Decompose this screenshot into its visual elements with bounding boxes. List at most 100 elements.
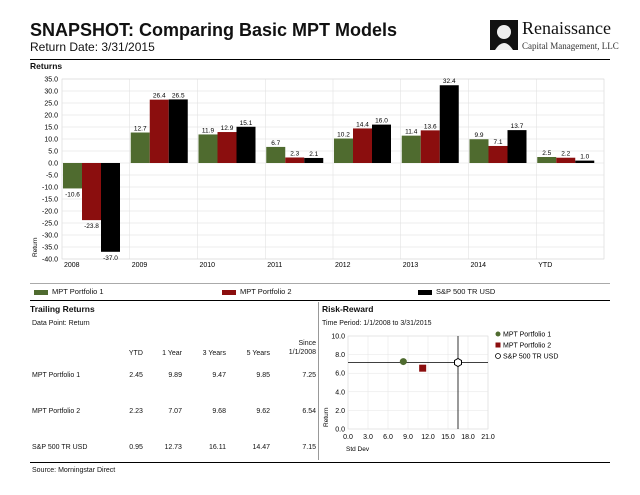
x-tick-label: YTD bbox=[538, 262, 552, 269]
data-label: -10.6 bbox=[65, 191, 80, 198]
legend-marker bbox=[495, 342, 501, 348]
trailing-data-point: Data Point: Return bbox=[32, 320, 90, 327]
data-label: 10.2 bbox=[337, 132, 350, 139]
bar bbox=[334, 138, 353, 163]
x-tick-label: 0.0 bbox=[343, 434, 353, 441]
page-title: SNAPSHOT: Comparing Basic MPT Models bbox=[30, 20, 398, 40]
bar bbox=[266, 146, 286, 163]
data-label: 2.1 bbox=[309, 151, 318, 158]
data-label: 26.5 bbox=[172, 92, 185, 99]
table-cell: 9.89 bbox=[168, 371, 182, 379]
data-label: 13.7 bbox=[511, 123, 524, 130]
bar bbox=[63, 163, 82, 189]
data-label: 15.1 bbox=[240, 120, 253, 127]
bar bbox=[149, 99, 169, 163]
bar bbox=[420, 130, 440, 163]
legend-label: MPT Portfolio 2 bbox=[503, 343, 551, 350]
y-tick-label: 5.0 bbox=[48, 149, 58, 156]
point bbox=[454, 357, 462, 368]
footer-rule bbox=[30, 462, 610, 463]
point bbox=[419, 364, 427, 372]
x-tick-label: 2012 bbox=[335, 262, 351, 269]
y-tick-label: -5.0 bbox=[46, 173, 58, 180]
legend-label-sp500: S&P 500 TR USD bbox=[436, 287, 496, 296]
table-cell: 9.85 bbox=[256, 371, 270, 379]
chart-rule bbox=[30, 283, 610, 284]
y-tick-label: -40.0 bbox=[42, 257, 58, 264]
col-header bbox=[30, 335, 116, 357]
y-tick-label: -35.0 bbox=[42, 245, 58, 252]
y-tick-label: 8.0 bbox=[335, 352, 345, 359]
bar bbox=[575, 160, 595, 163]
table-cell: 2.45 bbox=[129, 371, 143, 379]
y-tick-label: 35.0 bbox=[44, 77, 58, 84]
table-cell: 12.73 bbox=[164, 443, 182, 451]
data-label: 12.9 bbox=[221, 125, 234, 132]
x-tick-label: 2014 bbox=[471, 262, 487, 269]
header-rule bbox=[30, 59, 610, 60]
bar bbox=[304, 157, 324, 163]
bar bbox=[217, 132, 237, 163]
data-label: 11.4 bbox=[405, 129, 418, 136]
bar bbox=[285, 157, 305, 163]
x-tick-label: 21.0 bbox=[481, 434, 495, 441]
y-tick-label: -20.0 bbox=[42, 209, 58, 216]
y-tick-label: 10.0 bbox=[44, 137, 58, 144]
bar bbox=[537, 157, 557, 163]
data-label: 2.5 bbox=[542, 150, 551, 157]
data-label: 2.3 bbox=[290, 150, 299, 157]
table-cell: 0.95 bbox=[129, 443, 143, 451]
table-cell: 7.25 bbox=[302, 371, 316, 379]
data-label: 1.0 bbox=[580, 154, 589, 161]
bar bbox=[556, 157, 576, 163]
y-tick-label: 0.0 bbox=[335, 427, 345, 434]
x-axis-label: Std Dev bbox=[346, 446, 370, 453]
x-tick-label: 2013 bbox=[403, 262, 419, 269]
bar bbox=[353, 128, 372, 163]
table-cell: 2.23 bbox=[129, 407, 143, 415]
col-header: 3 Years bbox=[202, 350, 226, 357]
table-cell: MPT Portfolio 1 bbox=[32, 371, 81, 379]
bar bbox=[82, 163, 101, 221]
data-label: 13.6 bbox=[424, 123, 437, 130]
table-cell: MPT Portfolio 2 bbox=[32, 407, 81, 415]
x-tick-label: 2009 bbox=[132, 262, 148, 269]
bar bbox=[488, 145, 508, 163]
x-tick-label: 2008 bbox=[64, 262, 80, 269]
y-axis-label: Return bbox=[32, 237, 39, 257]
table-row: S&P 500 TR USD 0.95 12.73 16.11 14.47 7.… bbox=[30, 429, 320, 465]
legend-swatch-mpt2 bbox=[222, 290, 236, 295]
table-row: MPT Portfolio 1 2.45 9.89 9.47 9.85 7.25 bbox=[30, 357, 320, 393]
y-tick-label: 10.0 bbox=[331, 334, 345, 341]
returns-bar-chart: 35.030.025.020.015.010.05.00.0-5.0-10.0-… bbox=[32, 77, 605, 269]
legend-label: S&P 500 TR USD bbox=[503, 354, 558, 361]
return-date: Return Date: 3/31/2015 bbox=[30, 40, 155, 54]
data-label: 26.4 bbox=[153, 93, 166, 100]
table-cell: 14.47 bbox=[252, 443, 270, 451]
company-logo: Renaissance Capital Management, LLC bbox=[490, 18, 619, 52]
x-tick-label: 6.0 bbox=[383, 434, 393, 441]
bar bbox=[130, 132, 150, 163]
bar bbox=[236, 126, 256, 163]
data-label: 12.7 bbox=[134, 126, 147, 133]
logo-subtitle: Capital Management, LLC bbox=[522, 41, 619, 51]
legend-marker bbox=[495, 331, 501, 337]
data-label: 2.2 bbox=[561, 151, 570, 158]
x-tick-label: 9.0 bbox=[403, 434, 413, 441]
table-cell: 6.54 bbox=[302, 407, 316, 415]
table-row: MPT Portfolio 2 2.23 7.07 9.68 9.62 6.54 bbox=[30, 393, 320, 429]
data-label: 11.9 bbox=[202, 127, 215, 134]
table-cell: S&P 500 TR USD bbox=[32, 443, 88, 451]
x-tick-label: 2011 bbox=[267, 262, 282, 269]
col-header: 1 Year bbox=[162, 350, 182, 357]
bar bbox=[198, 134, 218, 163]
data-label: -37.0 bbox=[103, 255, 118, 262]
table-cell: 9.68 bbox=[212, 407, 226, 415]
y-tick-label: 4.0 bbox=[335, 389, 345, 396]
bar bbox=[401, 135, 421, 163]
table-cell: 16.11 bbox=[208, 443, 226, 451]
bar bbox=[507, 130, 527, 163]
y-tick-label: 15.0 bbox=[44, 125, 58, 132]
y-tick-label: 2.0 bbox=[335, 408, 345, 415]
col-header: YTD bbox=[128, 350, 143, 357]
